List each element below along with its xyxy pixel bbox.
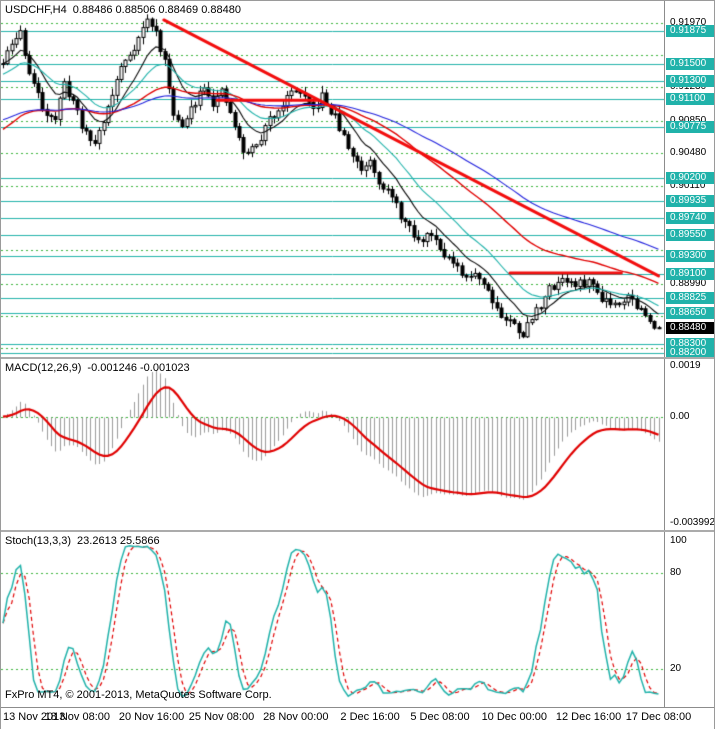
symbol-timeframe-label: USDCHF,H4 xyxy=(5,4,67,16)
price-level-badge: 0.89100 xyxy=(666,267,714,280)
price-level-badge: 0.89550 xyxy=(666,228,714,241)
price-level-badge: 0.91300 xyxy=(666,75,714,88)
time-axis-label: 25 Nov 08:00 xyxy=(188,711,255,723)
price-scale-tick: 0.91970 xyxy=(670,16,707,28)
time-axis-border xyxy=(1,707,714,708)
time-axis-label: 13 Nov 2013 xyxy=(3,711,66,723)
panel-separator[interactable] xyxy=(1,530,714,532)
price-level-badge: 0.89300 xyxy=(666,250,714,263)
time-axis-label: 12 Dec 16:00 xyxy=(555,711,622,723)
time-axis-label: 2 Dec 16:00 xyxy=(340,711,400,723)
macd-scale[interactable]: 0.0019 0.00 -0.003992 xyxy=(664,359,714,530)
price-level-badge: 0.88650 xyxy=(666,307,714,320)
stochastic-scale-label: 20 xyxy=(670,663,682,674)
stochastic-scale-label: 80 xyxy=(670,567,682,578)
ohlc-quote-label: 0.88486 0.88506 0.88469 0.88480 xyxy=(72,4,241,16)
stochastic-panel: Stoch(13,3,3) 23.2613 25.5866 FxPro MT4, … xyxy=(1,532,714,707)
price-scale-tick: 0.90110 xyxy=(670,179,706,191)
price-level-badge: 0.89740 xyxy=(666,211,714,224)
stochastic-scale[interactable]: 100 80 20 xyxy=(664,532,714,707)
price-level-badge: 0.91100 xyxy=(666,92,714,105)
macd-scale-label: 0.0019 xyxy=(670,360,701,371)
price-chart-canvas[interactable] xyxy=(1,1,664,357)
price-level-badge: 0.91500 xyxy=(666,57,714,70)
current-price-badge: 0.88480 xyxy=(666,322,714,335)
macd-panel: MACD(12,26,9) -0.001246 -0.001023 0.0019 0… xyxy=(1,359,714,530)
stochastic-name: Stoch(13,3,3) xyxy=(5,535,72,547)
panel-separator[interactable] xyxy=(1,357,714,359)
price-scale[interactable]: 0.919700.912300.908500.904800.901100.889… xyxy=(664,1,714,357)
time-axis-label: 5 Dec 08:00 xyxy=(410,711,470,723)
price-chart-panel: USDCHF,H4 0.88486 0.88506 0.88469 0.88480… xyxy=(1,1,714,357)
stochastic-values: 23.2613 25.5866 xyxy=(77,535,160,547)
macd-scale-label: 0.00 xyxy=(670,410,690,422)
stochastic-label: Stoch(13,3,3) 23.2613 25.5866 xyxy=(5,535,166,547)
time-axis[interactable]: 13 Nov 2013 18 Nov 08:00 20 Nov 16:00 25 No… xyxy=(1,708,714,729)
price-level-badge: 0.88825 xyxy=(666,292,714,305)
time-axis-label: 18 Nov 08:00 xyxy=(44,711,110,723)
price-level-badge: 0.91875 xyxy=(666,24,714,37)
price-level-badge: 0.88200 xyxy=(666,346,714,357)
macd-canvas[interactable] xyxy=(1,359,664,530)
stochastic-canvas[interactable] xyxy=(1,532,664,707)
chart-header: USDCHF,H4 0.88486 0.88506 0.88469 0.88480 xyxy=(5,4,247,16)
price-scale-tick: 0.90480 xyxy=(670,147,707,159)
time-axis-label: 17 Dec 08:00 xyxy=(625,711,692,723)
stochastic-scale-label: 100 xyxy=(670,535,687,546)
macd-values: -0.001246 -0.001023 xyxy=(87,362,190,374)
macd-scale-label: -0.003992 xyxy=(670,517,714,528)
price-scale-tick: 0.88990 xyxy=(670,277,707,289)
time-axis-label: 28 Nov 00:00 xyxy=(263,711,329,723)
price-level-badge: 0.90200 xyxy=(666,171,714,184)
macd-label: MACD(12,26,9) -0.001246 -0.001023 xyxy=(5,362,196,374)
price-level-badge: 0.90775 xyxy=(666,121,714,134)
time-axis-label: 10 Dec 00:00 xyxy=(481,711,547,723)
price-scale-tick: 0.90850 xyxy=(670,114,707,126)
platform-copyright: FxPro MT4, © 2001-2013, MetaQuotes Softw… xyxy=(5,689,272,701)
price-level-badge: 0.89935 xyxy=(666,194,714,207)
time-axis-label: 20 Nov 16:00 xyxy=(118,711,185,723)
macd-name: MACD(12,26,9) xyxy=(5,362,82,374)
